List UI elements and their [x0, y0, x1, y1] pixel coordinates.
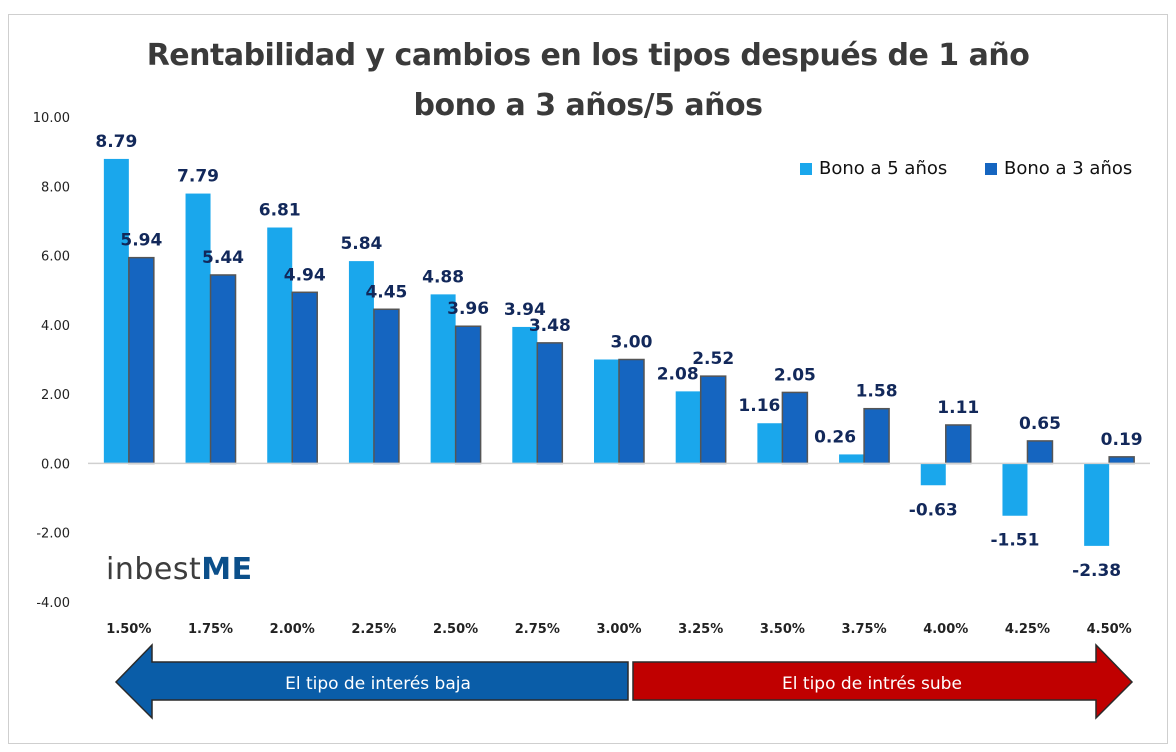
data-label-3y: 0.65: [1019, 414, 1061, 434]
bar-bono-3y: [454, 325, 482, 465]
data-label-5y: -0.63: [909, 500, 958, 520]
legend-label-5y: Bono a 5 años: [819, 158, 948, 179]
data-label-5y: -1.51: [990, 531, 1039, 551]
bar-bono-3y: [373, 308, 400, 465]
arrow-right-label: El tipo de intrés sube: [782, 674, 962, 694]
data-label-5y: 6.81: [259, 201, 301, 221]
data-label-3y: 5.44: [202, 248, 244, 268]
y-tick-label: 10.00: [33, 111, 70, 126]
legend-swatch-3y: [985, 162, 997, 175]
bar-bono-3y: [618, 358, 645, 465]
x-tick-label: 2.25%: [351, 622, 396, 637]
bar-bono-5y: [185, 193, 211, 464]
y-tick-label: 8.00: [41, 180, 70, 195]
chart-title: Rentabilidad y cambios en los tipos desp…: [146, 38, 1030, 73]
bar-bono-5y: [512, 326, 538, 464]
data-label-3y: 0.19: [1101, 430, 1143, 450]
x-tick-label: 3.75%: [842, 622, 887, 637]
bar-bono-5y: [757, 423, 783, 464]
x-tick-label: 2.50%: [433, 622, 478, 637]
bar-bono-3y: [945, 424, 972, 465]
bar-bono-3y: [699, 375, 727, 465]
bar-bono-5y: [1002, 463, 1028, 516]
bar-bono-5y: [430, 294, 456, 464]
data-label-3y: 2.52: [692, 349, 734, 369]
x-tick-label: 3.50%: [760, 622, 805, 637]
bar-bono-5y: [839, 454, 865, 464]
data-label-3y: 1.11: [937, 398, 979, 418]
bar-bono-5y: [920, 463, 946, 486]
bar-bono-3y: [1108, 456, 1135, 465]
bar-bono-3y: [1026, 440, 1054, 465]
data-label-5y: 8.79: [95, 132, 137, 152]
bar-bono-5y: [675, 391, 701, 464]
logo-accent: ME: [201, 552, 253, 587]
y-tick-label: -2.00: [36, 527, 70, 542]
data-label-3y: 4.94: [284, 265, 326, 285]
arrow-right-shape: [632, 643, 1134, 720]
bar-bono-5y: [267, 227, 293, 464]
logo-text: inbest: [106, 552, 202, 587]
y-tick-label: 2.00: [41, 388, 70, 403]
x-tick-label: 3.25%: [678, 622, 723, 637]
arrow-left-label: El tipo de interés baja: [285, 674, 471, 694]
bar-bono-3y: [291, 291, 318, 465]
data-label-5y: -2.38: [1072, 561, 1121, 581]
arrow-left-shape: [114, 643, 629, 720]
bar-bono-3y: [209, 274, 237, 465]
bar-bono-3y: [781, 391, 809, 465]
data-label-3y: 4.45: [365, 282, 407, 302]
y-tick-label: 6.00: [41, 250, 70, 265]
x-tick-label: 2.00%: [270, 622, 315, 637]
data-label-3y: 1.58: [856, 382, 898, 402]
data-label-5y: 5.84: [340, 234, 382, 254]
y-tick-label: 4.00: [41, 319, 70, 334]
bar-bono-5y: [594, 359, 619, 464]
x-tick-label: 4.25%: [1005, 622, 1050, 637]
data-label-5y: 2.08: [657, 364, 699, 384]
bar-bono-5y: [1084, 463, 1110, 546]
legend-item-3y: Bono a 3 años: [985, 158, 1132, 179]
x-tick-label: 2.75%: [515, 622, 560, 637]
y-tick-label: -4.00: [36, 596, 70, 611]
data-label-5y: 3.94: [504, 300, 546, 320]
data-label-5y: 4.88: [422, 267, 464, 287]
data-label-3y: 3.96: [447, 299, 489, 319]
x-tick-label: 1.75%: [188, 622, 233, 637]
bar-bono-5y: [348, 261, 374, 464]
data-label-5y: 1.16: [738, 396, 780, 416]
bar-bono-3y: [863, 407, 890, 465]
chart-subtitle: bono a 3 años/5 años: [413, 88, 763, 123]
data-label-3y: 3.48: [529, 316, 571, 336]
y-tick-label: 0.00: [41, 457, 70, 472]
x-tick-label: 4.50%: [1087, 622, 1132, 637]
data-label-3y: 2.05: [774, 365, 816, 385]
legend-swatch-5y: [800, 162, 812, 175]
legend-item-5y: Bono a 5 años: [800, 158, 947, 179]
legend-label-3y: Bono a 3 años: [1004, 158, 1133, 179]
x-tick-label: 3.00%: [596, 622, 641, 637]
data-label-5y: 7.79: [177, 167, 219, 187]
data-label-5y: 0.26: [814, 427, 856, 447]
bar-bono-3y: [536, 342, 564, 465]
x-tick-label: 1.50%: [106, 622, 151, 637]
bar-bono-3y: [128, 256, 155, 465]
bar-bono-5y: [103, 158, 129, 464]
inbestme-logo: inbestME: [106, 552, 253, 587]
data-label-3y: 5.94: [120, 231, 162, 251]
data-label-3y: 3.00: [611, 333, 653, 353]
x-tick-label: 4.00%: [923, 622, 968, 637]
